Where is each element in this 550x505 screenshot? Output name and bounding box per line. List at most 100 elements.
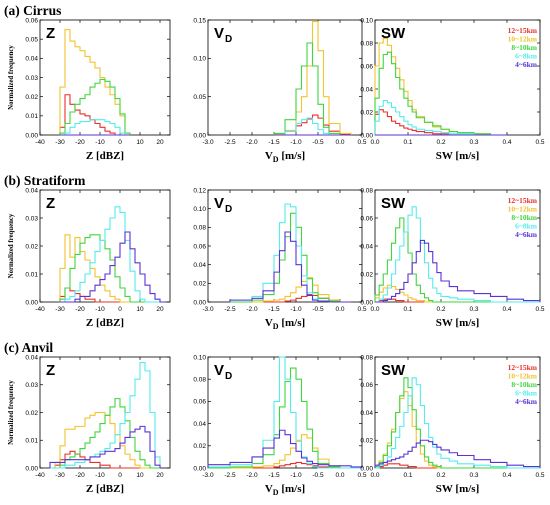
x-tick-label: 0.5 [535,472,544,479]
x-tick-label: 0.0 [370,139,379,146]
y-tick-label: 0.10 [193,56,206,63]
x-tick-label: -2.5 [224,472,236,479]
series-8-to-10km [208,367,362,469]
x-tick-label: -10 [95,306,105,313]
x-axis-label: SW [m/s] [436,317,480,329]
panel-1-sw: 0.0 0.1 0.2 0.3 0.4 0.50.000.020.040.060.080.… [360,17,545,162]
series-8-to-10km [374,51,507,136]
y-tick-label: 0.08 [360,354,373,361]
x-tick-label: -3.0 [202,472,214,479]
x-tick-label: -2.0 [246,139,258,146]
x-tick-label: -20 [75,139,85,146]
y-tick-label: 0.03 [25,382,38,389]
series-4-to-6km [375,239,541,303]
series-6-to-8km [375,206,540,303]
panel-variable-subscript: D [225,371,232,382]
y-tick-label: 0.06 [360,63,373,70]
series-10-to-12km [50,411,160,469]
series-6-to-8km [375,377,540,469]
y-tick-label: 0.01 [25,271,38,278]
x-tick-label: -1.0 [290,472,302,479]
y-tick-label: 0.04 [193,421,206,428]
x-tick-label: -20 [75,472,85,479]
y-tick-label: 0.10 [193,206,206,213]
x-axis-label: Z [dBZ] [86,483,124,495]
y-tick-label: 0.06 [360,382,373,389]
x-tick-label: -30 [55,139,65,146]
x-tick-label: -1.5 [268,139,280,146]
panel-3-sw: 0.0 0.1 0.2 0.3 0.4 0.50.000.020.040.060.08SW… [360,354,545,495]
x-tick-label: 0.5 [357,472,366,479]
y-tick-label: 0.02 [25,94,38,101]
x-tick-label: -40 [35,139,45,146]
y-axis-label: Normalized frequency [8,213,15,278]
series-8-to-10km [59,78,131,135]
legend-entry: 4~6km [515,230,538,239]
y-tick-label: 0.02 [193,281,206,288]
y-tick-label: 0.02 [25,243,38,250]
y-tick-label: 0.00 [193,299,206,306]
x-tick-label: -30 [55,306,65,313]
series-8-to-10km [230,212,351,303]
y-axis-label: Normalized frequency [8,45,15,110]
y-tick-label: 0.05 [193,94,206,101]
x-axis-label: SW [m/s] [436,150,480,162]
series-8-to-10km [273,42,351,136]
y-tick-label: 0.10 [360,17,373,24]
x-tick-label: 20 [156,472,164,479]
panel-1-vd: -3.0 -2.5 -2.0 -1.5 -1.0 -0.5 0.0 0.5 0.00 0.05 0.… [193,17,367,164]
y-tick-label: 0.06 [360,215,373,222]
y-tick-label: 0.04 [25,56,38,63]
row-title-anvil: (c) Anvil [4,340,53,355]
y-tick-label: 0.02 [193,443,206,450]
y-tick-label: 0.03 [25,215,38,222]
x-tick-label: -2.5 [224,139,236,146]
panels-group: -40 -30 -20 -10 0 10 200.000.010.020.030.040.0… [8,17,545,497]
series-10-to-12km [230,277,351,303]
series-4-to-6km [60,231,165,303]
x-tick-label: -10 [95,472,105,479]
panel-variable-label: SW [381,195,406,212]
y-tick-label: 0.08 [360,187,373,194]
series-4-to-6km [49,425,161,468]
panel-variable-label: Z [46,195,55,212]
x-axis-label: VD [m/s] [265,483,305,497]
y-tick-label: 0.08 [193,377,206,384]
y-tick-label: 0.01 [25,113,38,120]
panel-2-sw: 0.0 0.1 0.2 0.3 0.4 0.50.000.020.040.060.08SW… [360,187,545,329]
series-6-to-8km [60,206,165,303]
legend-entry: 4~6km [515,60,538,69]
x-tick-label: 10 [136,306,144,313]
x-tick-label: 0.2 [436,472,445,479]
series-8-to-10km [374,377,540,469]
x-tick-label: 0.0 [370,472,379,479]
x-tick-label: 0 [118,139,122,146]
x-tick-label: 0.5 [357,306,366,313]
x-tick-label: -0.5 [312,306,324,313]
x-tick-label: -2.5 [224,306,236,313]
y-tick-label: 0.04 [25,354,38,361]
panel-variable-label: Z [46,25,55,42]
y-tick-label: 0.06 [193,243,206,250]
y-tick-label: 0.04 [360,243,373,250]
x-tick-label: -3.0 [202,306,214,313]
panel-variable-label: SW [381,362,406,379]
y-tick-label: 0.03 [25,75,38,82]
y-tick-label: 0.02 [25,410,38,417]
x-tick-label: 0.3 [469,306,478,313]
legend-entry: 10~12km [508,205,538,214]
y-tick-label: 0.12 [193,187,206,194]
legend-entry: 4~6km [515,397,538,406]
y-tick-label: 0.02 [360,271,373,278]
y-axis-label: Normalized frequency [8,380,15,445]
x-tick-label: 0 [118,306,122,313]
panel-2-vd: -3.0 -2.5 -2.0 -1.5 -1.0 -0.5 0.0 0.5 0.00 0.02 0.… [193,187,367,331]
panel-variable-subscript: D [225,204,232,215]
panel-variable-label: Z [46,362,55,379]
y-tick-label: 0.00 [193,132,206,139]
legend-entry: 8~10km [511,43,537,52]
series-8-to-10km [50,398,160,469]
series-6-to-8km [50,362,161,469]
